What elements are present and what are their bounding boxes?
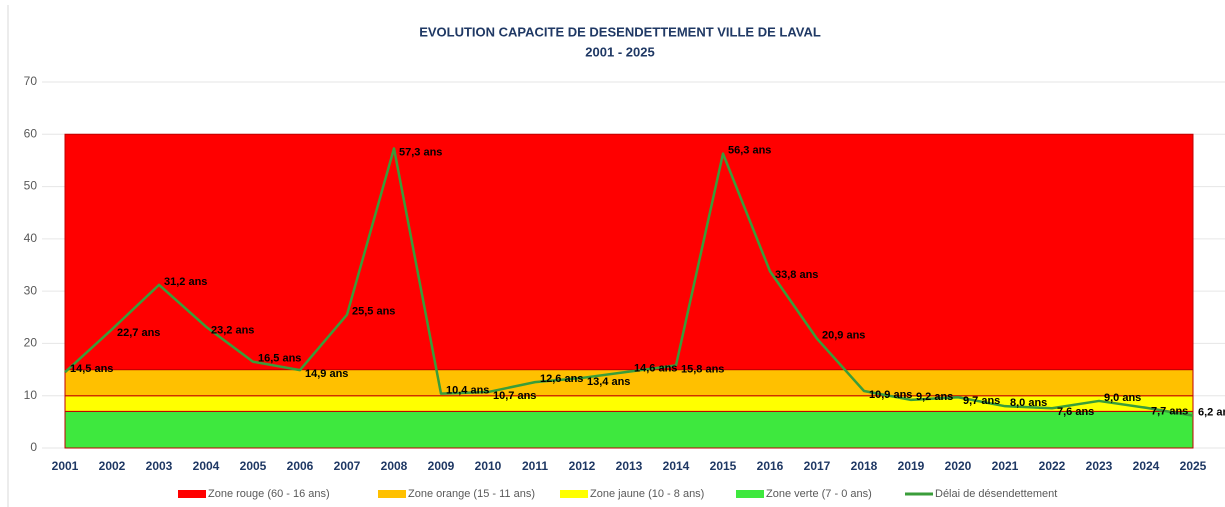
data-label: 22,7 ans (117, 327, 160, 339)
data-label: 20,9 ans (822, 330, 865, 342)
data-label: 10,9 ans (869, 389, 912, 401)
x-tick-label: 2023 (1086, 459, 1113, 473)
zone-area (64, 410, 1194, 449)
data-label: 57,3 ans (399, 146, 442, 158)
x-tick-label: 2022 (1039, 459, 1066, 473)
x-tick-label: 2002 (99, 459, 126, 473)
y-tick-label: 40 (24, 231, 38, 245)
x-tick-label: 2007 (334, 459, 361, 473)
y-tick-label: 30 (24, 283, 38, 297)
y-tick-label: 10 (24, 388, 38, 402)
y-tick-label: 50 (24, 179, 38, 193)
legend-label: Zone jaune (10 - 8 ans) (590, 488, 704, 500)
x-tick-label: 2004 (193, 459, 220, 473)
x-tick-label: 2019 (898, 459, 925, 473)
x-tick-label: 2020 (945, 459, 972, 473)
x-tick-label: 2015 (710, 459, 737, 473)
data-label: 33,8 ans (775, 269, 818, 281)
x-tick-label: 2021 (992, 459, 1019, 473)
line (64, 147, 1194, 417)
data-label: 14,9 ans (305, 368, 348, 380)
x-tick-label: 2009 (428, 459, 455, 473)
x-tick-label: 2006 (287, 459, 314, 473)
legend-swatch (178, 490, 206, 498)
data-label: 8,0 ans (1010, 397, 1047, 409)
x-tick-label: 2011 (522, 459, 548, 473)
data-label: 15,8 ans (681, 363, 724, 375)
x-tick-label: 2014 (663, 459, 690, 473)
data-label: 10,7 ans (493, 390, 536, 402)
data-label: 9,7 ans (963, 395, 1000, 407)
x-tick-label: 2003 (146, 459, 173, 473)
data-label: 23,2 ans (211, 325, 254, 337)
y-tick-label: 70 (24, 74, 38, 88)
data-label: 7,6 ans (1057, 406, 1094, 418)
y-tick-label: 20 (24, 336, 38, 350)
data-label: 31,2 ans (164, 276, 207, 288)
legend-label: Zone orange (15 - 11 ans) (408, 488, 535, 500)
x-tick-label: 2008 (381, 459, 408, 473)
legend-swatch (736, 490, 764, 498)
data-label: 56,3 ans (728, 145, 771, 157)
x-tick-label: 2005 (240, 459, 267, 473)
x-tick-label: 2012 (569, 459, 596, 473)
legend-label: Délai de désendettement (935, 488, 1057, 500)
data-label: 9,0 ans (1104, 392, 1141, 404)
data-label: 25,5 ans (352, 306, 395, 318)
x-tick-label: 2024 (1133, 459, 1160, 473)
chart-title: EVOLUTION CAPACITE DE DESENDETTEMENT VIL… (419, 24, 821, 39)
legend-swatch (560, 490, 588, 498)
data-label: 14,5 ans (70, 363, 113, 375)
x-tick-label: 2025 (1180, 459, 1207, 473)
data-label: 6,2 ans (1198, 406, 1225, 418)
data-label: 9,2 ans (916, 391, 953, 403)
data-label: 10,4 ans (446, 385, 489, 397)
data-label: 12,6 ans (540, 373, 583, 385)
y-tick-label: 60 (24, 126, 38, 140)
x-tick-label: 2013 (616, 459, 643, 473)
legend-label: Zone rouge (60 - 16 ans) (208, 488, 330, 500)
data-label: 13,4 ans (587, 376, 630, 388)
x-tick-label: 2018 (851, 459, 878, 473)
x-tick-label: 2010 (475, 459, 502, 473)
data-label: 7,7 ans (1151, 406, 1188, 418)
legend-swatch (378, 490, 406, 498)
data-label: 14,6 ans (634, 363, 677, 375)
legend-label: Zone verte (7 - 0 ans) (766, 488, 872, 500)
y-tick-label: 0 (30, 440, 37, 454)
x-tick-label: 2017 (804, 459, 831, 473)
x-tick-label: 2016 (757, 459, 784, 473)
data-label: 16,5 ans (258, 353, 301, 365)
x-tick-label: 2001 (52, 459, 79, 473)
chart-subtitle: 2001 - 2025 (585, 44, 654, 59)
